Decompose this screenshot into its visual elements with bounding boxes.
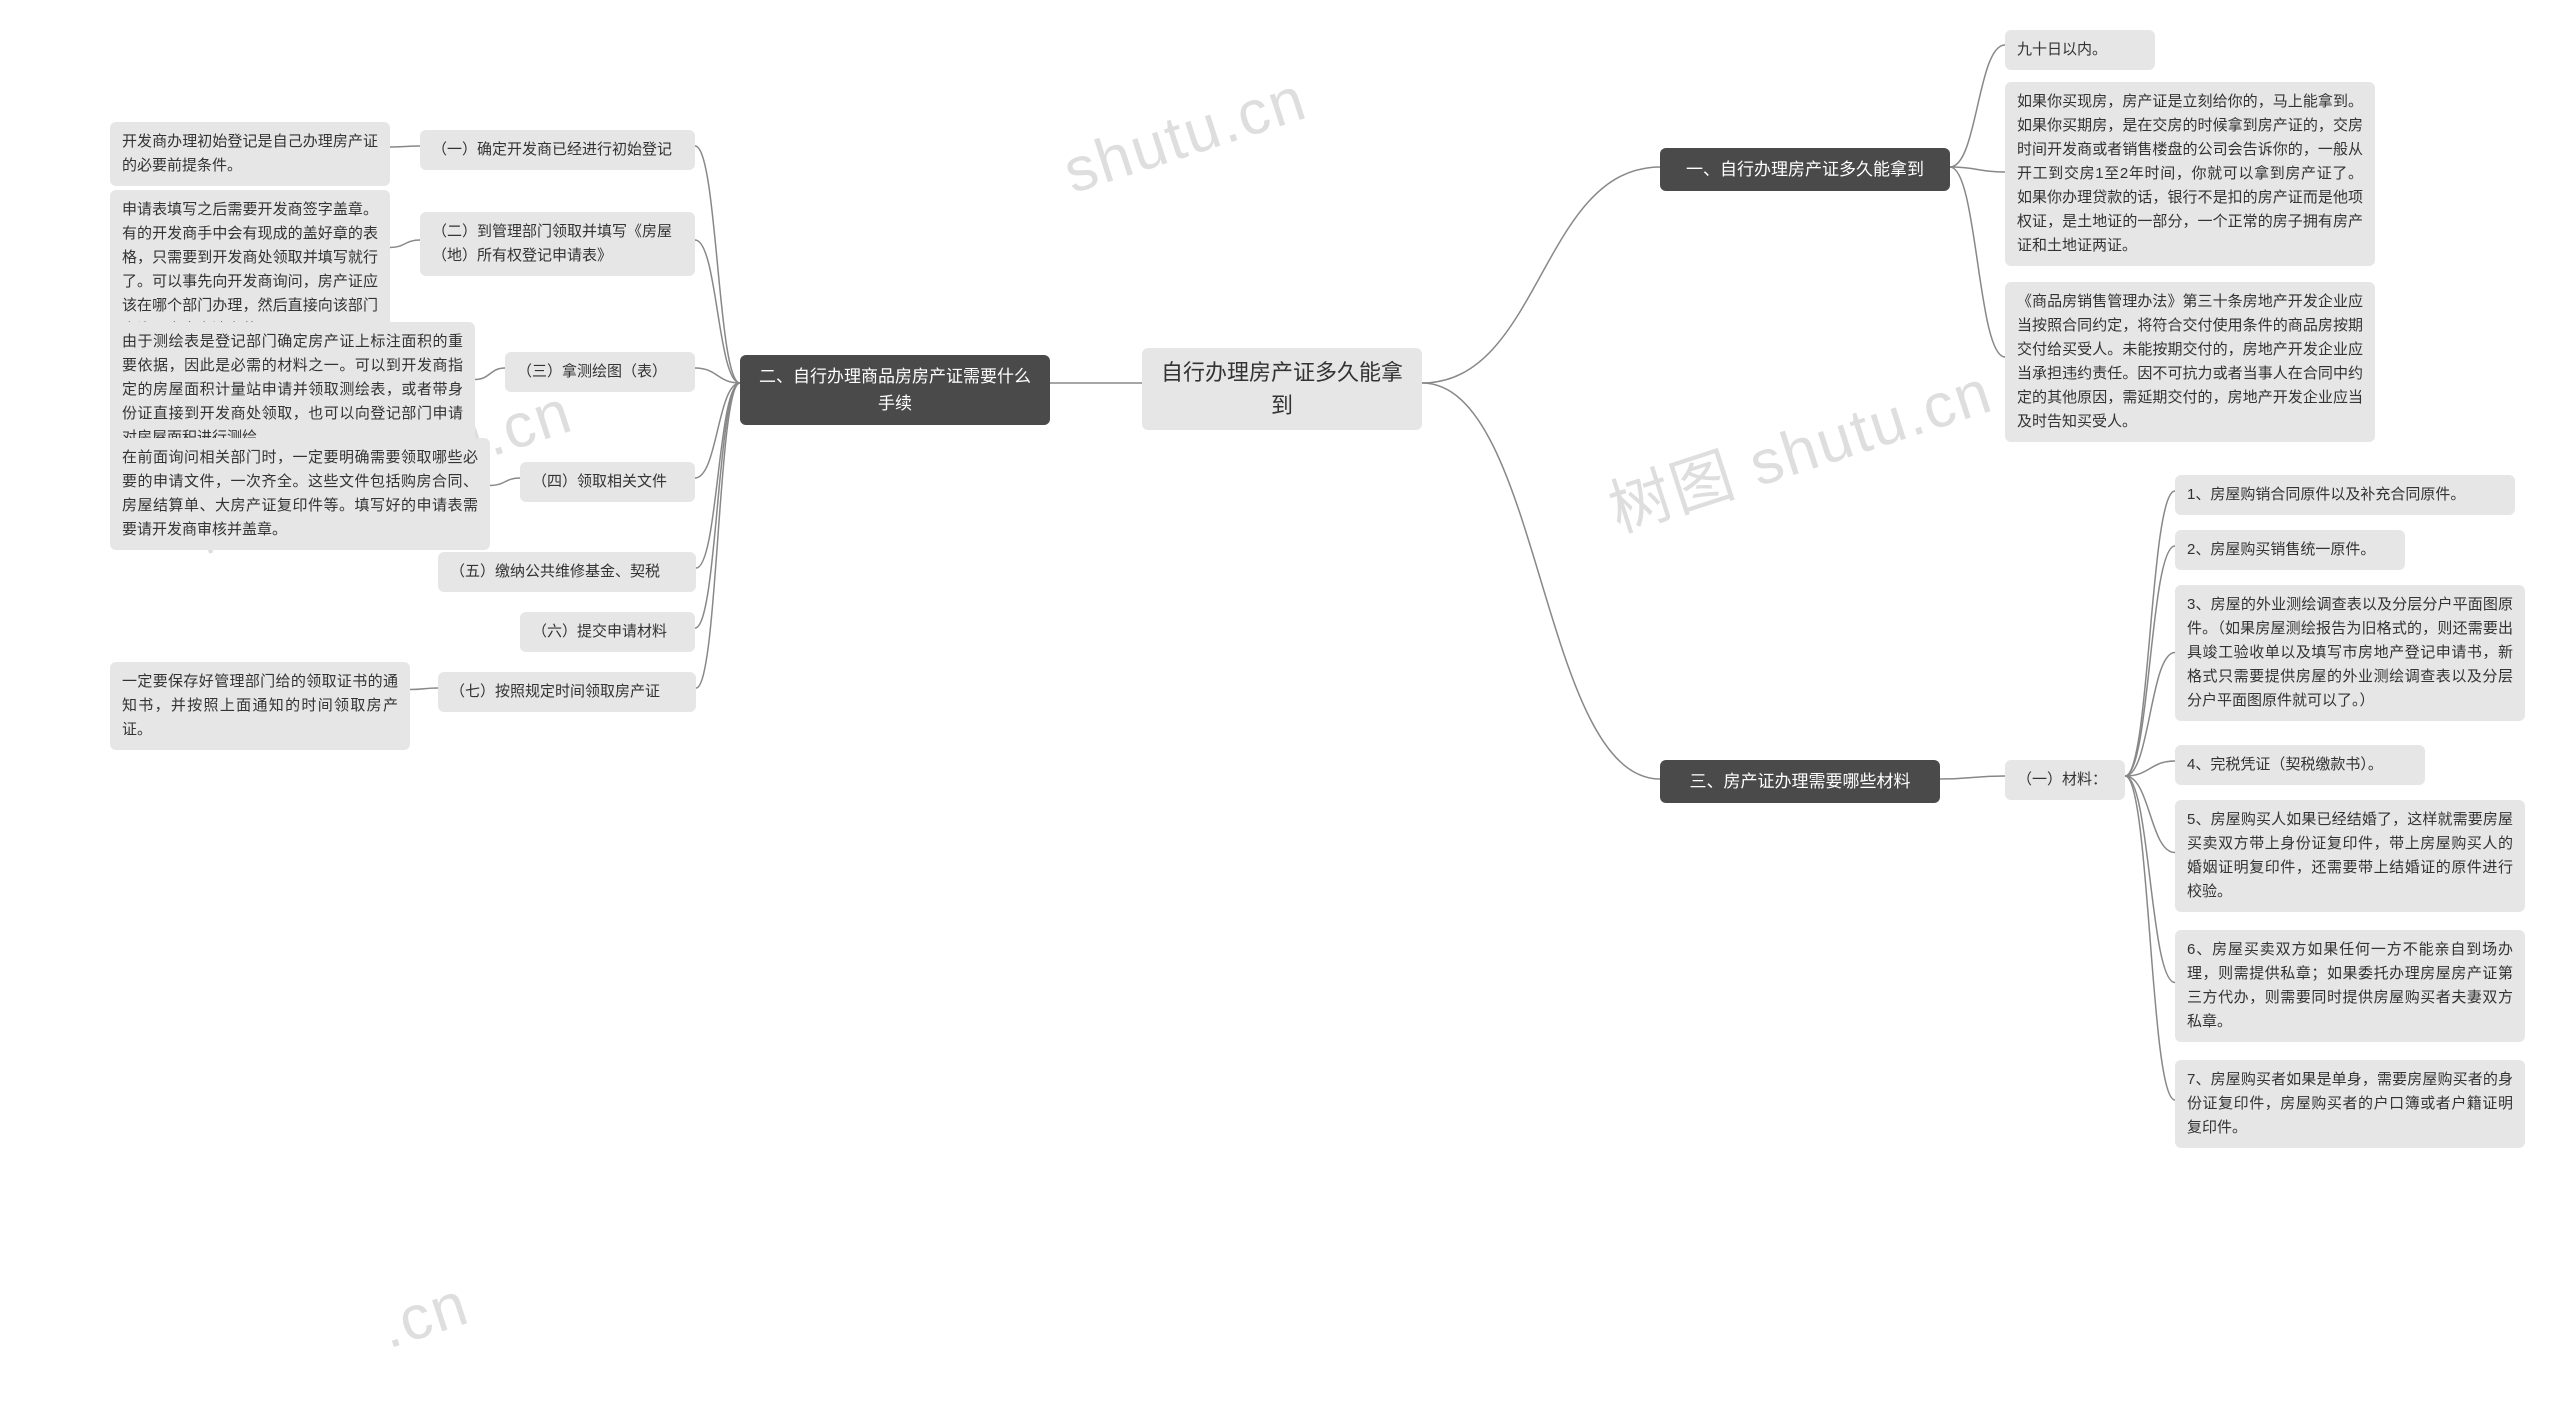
- leaf-node: 如果你买现房，房产证是立刻给你的，马上能拿到。如果你买期房，是在交房的时候拿到房…: [2005, 82, 2375, 266]
- leaf-node: （二）到管理部门领取并填写《房屋（地）所有权登记申请表》: [420, 212, 695, 276]
- leaf-node: 《商品房销售管理办法》第三十条房地产开发企业应当按照合同约定，将符合交付使用条件…: [2005, 282, 2375, 442]
- leaf-node: （三）拿测绘图（表）: [505, 352, 695, 392]
- desc-node: 在前面询问相关部门时，一定要明确需要领取哪些必要的申请文件，一次齐全。这些文件包…: [110, 438, 490, 550]
- leaf-node: （四）领取相关文件: [520, 462, 695, 502]
- leaf-node: 1、房屋购销合同原件以及补充合同原件。: [2175, 475, 2515, 515]
- branch-node: 一、自行办理房产证多久能拿到: [1660, 148, 1950, 191]
- leaf-node: （六）提交申请材料: [520, 612, 695, 652]
- leaf-node: 7、房屋购买者如果是单身，需要房屋购买者的身份证复印件，房屋购买者的户口簿或者户…: [2175, 1060, 2525, 1148]
- leaf-node: （五）缴纳公共维修基金、契税: [438, 552, 696, 592]
- leaf-node: 4、完税凭证（契税缴款书）。: [2175, 745, 2425, 785]
- desc-node: 一定要保存好管理部门给的领取证书的通知书，并按照上面通知的时间领取房产证。: [110, 662, 410, 750]
- branch-node: 三、房产证办理需要哪些材料: [1660, 760, 1940, 803]
- branch-node: 二、自行办理商品房房产证需要什么手续: [740, 355, 1050, 425]
- watermark: .cn: [371, 1268, 477, 1363]
- leaf-node: 3、房屋的外业测绘调查表以及分层分户平面图原件。（如果房屋测绘报告为旧格式的，则…: [2175, 585, 2525, 721]
- watermark: 树图 shutu.cn: [1596, 341, 2002, 549]
- watermark: shutu.cn: [1055, 63, 1315, 208]
- desc-node: 开发商办理初始登记是自己办理房产证的必要前提条件。: [110, 122, 390, 186]
- leaf-node: 2、房屋购买销售统一原件。: [2175, 530, 2405, 570]
- leaf-node: 九十日以内。: [2005, 30, 2155, 70]
- leaf-node: （一）确定开发商已经进行初始登记: [420, 130, 695, 170]
- mindmap-canvas: 树图 shutu.cn树图 shutu.cnshutu.cn.cnshu自行办理…: [0, 0, 2560, 1407]
- root-node: 自行办理房产证多久能拿到: [1142, 348, 1422, 430]
- sub-node: （一）材料：: [2005, 760, 2125, 800]
- leaf-node: （七）按照规定时间领取房产证: [438, 672, 696, 712]
- leaf-node: 5、房屋购买人如果已经结婚了，这样就需要房屋买卖双方带上身份证复印件，带上房屋购…: [2175, 800, 2525, 912]
- leaf-node: 6、房屋买卖双方如果任何一方不能亲自到场办理，则需提供私章；如果委托办理房屋房产…: [2175, 930, 2525, 1042]
